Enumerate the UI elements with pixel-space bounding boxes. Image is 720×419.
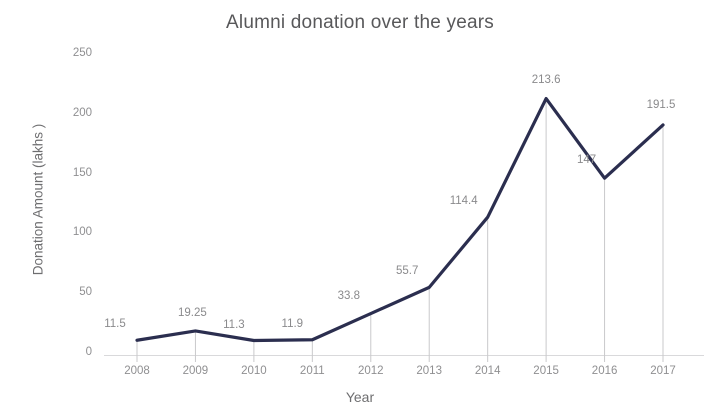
data-label-2011: 11.9 [281, 317, 304, 330]
data-label-2017: 191.5 [646, 99, 676, 111]
y-tick-label: 100 [72, 226, 92, 239]
y-tick-label: 200 [72, 106, 92, 119]
data-label-2014: 114.4 [449, 195, 478, 208]
x-tick-label-2014: 2014 [474, 365, 501, 377]
droplines-group [136, 99, 664, 362]
y-tick-label: 150 [72, 166, 92, 179]
data-label-2010: 11.3 [223, 318, 245, 331]
data-label-2009: 19.25 [178, 307, 207, 319]
y-tick-label: 250 [72, 47, 92, 59]
x-tick-label-2013: 2013 [416, 365, 442, 377]
chart-title: Alumni donation over the years [226, 12, 494, 33]
series-line-donation [135, 96, 665, 343]
data-label-2015: 213.6 [531, 73, 561, 86]
x-tick-label-2012: 2012 [358, 365, 384, 377]
y-tick-label: 50 [79, 286, 92, 299]
x-axis-title: Year [345, 389, 375, 405]
data-label-2016: 147 [577, 154, 597, 167]
x-tick-label-2009: 2009 [182, 365, 209, 377]
y-tick-label: 0 [85, 346, 92, 358]
x-tick-label-2016: 2016 [591, 365, 618, 377]
x-tick-label-2008: 2008 [124, 365, 150, 377]
x-tick-label-2010: 2010 [241, 365, 267, 377]
x-tick-label-2015: 2015 [533, 365, 559, 377]
x-tick-label-2011: 2011 [299, 365, 325, 377]
data-label-2012: 33.8 [337, 289, 360, 302]
data-label-2013: 55.7 [395, 265, 419, 278]
data-label-2008: 11.5 [104, 318, 126, 331]
x-tick-label-2017: 2017 [650, 365, 676, 377]
